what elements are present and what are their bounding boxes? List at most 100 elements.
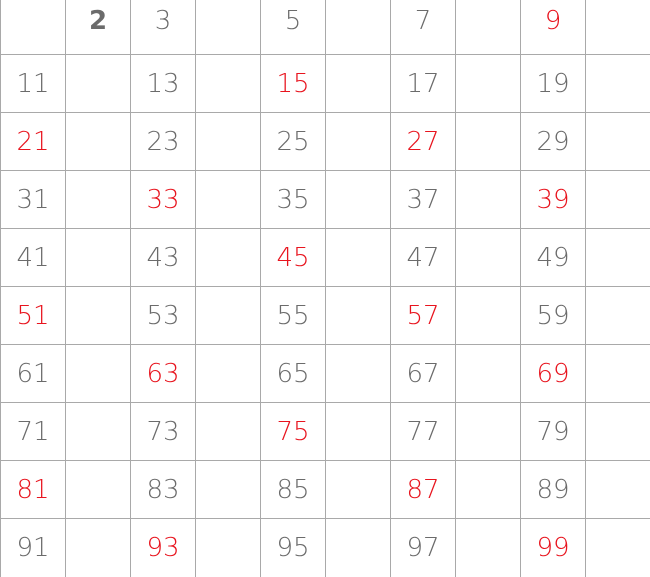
grid-cell-empty bbox=[66, 55, 131, 112]
grid-row: 61 63 65 67 69 bbox=[1, 345, 650, 403]
grid-cell-empty bbox=[326, 519, 391, 577]
grid-cell-number: 55 bbox=[261, 287, 326, 344]
grid-cell-number: 23 bbox=[131, 113, 196, 170]
grid-cell-number: 21 bbox=[1, 113, 66, 170]
grid-cell-empty bbox=[456, 519, 521, 577]
grid-cell-empty bbox=[326, 171, 391, 228]
grid-row: 51 53 55 57 59 bbox=[1, 287, 650, 345]
grid-cell-empty bbox=[586, 229, 650, 286]
grid-cell-number: 39 bbox=[521, 171, 586, 228]
grid-cell-empty bbox=[456, 229, 521, 286]
grid-cell-number: 99 bbox=[521, 519, 586, 577]
grid-cell-number: 59 bbox=[521, 287, 586, 344]
grid-cell-empty bbox=[196, 519, 261, 577]
grid-cell-empty bbox=[326, 403, 391, 460]
grid-cell-number: 79 bbox=[521, 403, 586, 460]
grid-cell-empty bbox=[586, 113, 650, 170]
grid-cell-number: 85 bbox=[261, 461, 326, 518]
grid-row: 11 13 15 17 19 bbox=[1, 55, 650, 113]
grid-cell-empty bbox=[326, 55, 391, 112]
grid-cell-number: 53 bbox=[131, 287, 196, 344]
grid-cell-empty bbox=[66, 461, 131, 518]
grid-cell-number: 57 bbox=[391, 287, 456, 344]
grid-cell-empty bbox=[196, 229, 261, 286]
grid-cell-empty bbox=[196, 113, 261, 170]
grid-cell-number: 71 bbox=[1, 403, 66, 460]
grid-cell-empty bbox=[196, 171, 261, 228]
grid-cell-number: 7 bbox=[391, 0, 456, 54]
grid-row: 71 73 75 77 79 bbox=[1, 403, 650, 461]
grid-cell-empty bbox=[456, 171, 521, 228]
grid-cell-empty bbox=[586, 403, 650, 460]
grid-cell-empty bbox=[586, 519, 650, 577]
grid-cell-number: 13 bbox=[131, 55, 196, 112]
grid-cell-number: 67 bbox=[391, 345, 456, 402]
grid-cell-empty bbox=[1, 0, 66, 54]
grid-cell-number: 25 bbox=[261, 113, 326, 170]
grid-cell-number: 77 bbox=[391, 403, 456, 460]
grid-cell-empty bbox=[456, 287, 521, 344]
grid-cell-empty bbox=[586, 0, 650, 54]
grid-cell-empty bbox=[326, 229, 391, 286]
grid-cell-number: 9 bbox=[521, 0, 586, 54]
grid-cell-empty bbox=[586, 55, 650, 112]
grid-cell-number: 75 bbox=[261, 403, 326, 460]
grid-cell-number: 83 bbox=[131, 461, 196, 518]
grid-cell-empty bbox=[586, 345, 650, 402]
grid-cell-empty bbox=[456, 0, 521, 54]
grid-cell-number: 19 bbox=[521, 55, 586, 112]
grid-cell-number: 93 bbox=[131, 519, 196, 577]
grid-cell-number: 45 bbox=[261, 229, 326, 286]
grid-cell-number: 43 bbox=[131, 229, 196, 286]
grid-cell-empty bbox=[66, 113, 131, 170]
grid-row: 81 83 85 87 89 bbox=[1, 461, 650, 519]
grid-cell-empty bbox=[196, 0, 261, 54]
grid-cell-number: 27 bbox=[391, 113, 456, 170]
grid-cell-empty bbox=[586, 287, 650, 344]
grid-cell-number: 33 bbox=[131, 171, 196, 228]
grid-cell-empty bbox=[326, 113, 391, 170]
grid-cell-empty bbox=[196, 287, 261, 344]
grid-cell-number: 3 bbox=[131, 0, 196, 54]
grid-cell-number: 91 bbox=[1, 519, 66, 577]
grid-cell-empty bbox=[456, 113, 521, 170]
grid-cell-empty bbox=[66, 287, 131, 344]
grid-cell-empty bbox=[456, 345, 521, 402]
grid-cell-number: 87 bbox=[391, 461, 456, 518]
grid-cell-number: 2 bbox=[66, 0, 131, 54]
grid-cell-number: 5 bbox=[261, 0, 326, 54]
grid-cell-empty bbox=[326, 287, 391, 344]
grid-cell-empty bbox=[456, 55, 521, 112]
grid-row: 31 33 35 37 39 bbox=[1, 171, 650, 229]
grid-cell-number: 41 bbox=[1, 229, 66, 286]
grid-row: 91 93 95 97 99 bbox=[1, 519, 650, 577]
grid-cell-empty bbox=[326, 345, 391, 402]
grid-cell-number: 31 bbox=[1, 171, 66, 228]
grid-cell-number: 95 bbox=[261, 519, 326, 577]
grid-cell-number: 51 bbox=[1, 287, 66, 344]
grid-cell-number: 11 bbox=[1, 55, 66, 112]
grid-cell-number: 47 bbox=[391, 229, 456, 286]
grid-cell-number: 65 bbox=[261, 345, 326, 402]
grid-cell-empty bbox=[66, 229, 131, 286]
grid-cell-number: 15 bbox=[261, 55, 326, 112]
grid-cell-number: 89 bbox=[521, 461, 586, 518]
grid-cell-number: 63 bbox=[131, 345, 196, 402]
grid-cell-number: 35 bbox=[261, 171, 326, 228]
grid-cell-empty bbox=[326, 461, 391, 518]
grid-cell-empty bbox=[586, 461, 650, 518]
grid-cell-number: 37 bbox=[391, 171, 456, 228]
grid-cell-empty bbox=[586, 171, 650, 228]
grid-cell-empty bbox=[196, 345, 261, 402]
grid-cell-number: 73 bbox=[131, 403, 196, 460]
grid-cell-empty bbox=[456, 461, 521, 518]
grid-cell-number: 69 bbox=[521, 345, 586, 402]
grid-cell-empty bbox=[196, 403, 261, 460]
grid-cell-empty bbox=[196, 55, 261, 112]
grid-cell-empty bbox=[66, 519, 131, 577]
grid-cell-empty bbox=[456, 403, 521, 460]
grid-row: 21 23 25 27 29 bbox=[1, 113, 650, 171]
grid-cell-number: 81 bbox=[1, 461, 66, 518]
